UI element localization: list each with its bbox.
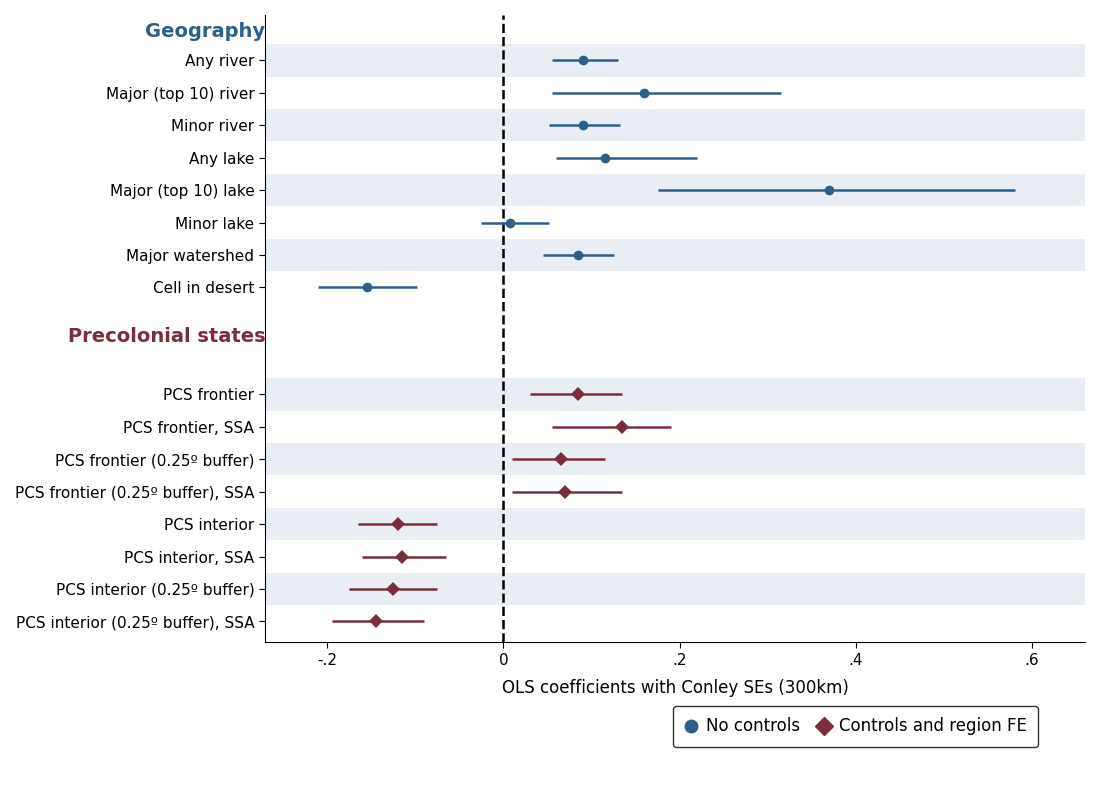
Bar [265, 475, 1085, 508]
Bar [265, 605, 1085, 638]
Bar [265, 573, 1085, 605]
Bar [265, 109, 1085, 142]
Bar [265, 77, 1085, 109]
Bar [265, 142, 1085, 174]
Legend: No controls, Controls and region FE: No controls, Controls and region FE [673, 706, 1038, 747]
Bar [265, 508, 1085, 540]
Bar [265, 271, 1085, 303]
Bar [265, 443, 1085, 475]
Bar [265, 44, 1085, 77]
Bar [265, 206, 1085, 238]
Bar [265, 378, 1085, 410]
Bar [265, 174, 1085, 206]
Bar [265, 540, 1085, 573]
Bar [265, 238, 1085, 271]
Bar [265, 410, 1085, 443]
Text: Geography: Geography [145, 22, 265, 41]
Text: Precolonial states: Precolonial states [68, 326, 265, 346]
X-axis label: OLS coefficients with Conley SEs (300km): OLS coefficients with Conley SEs (300km) [502, 679, 849, 697]
